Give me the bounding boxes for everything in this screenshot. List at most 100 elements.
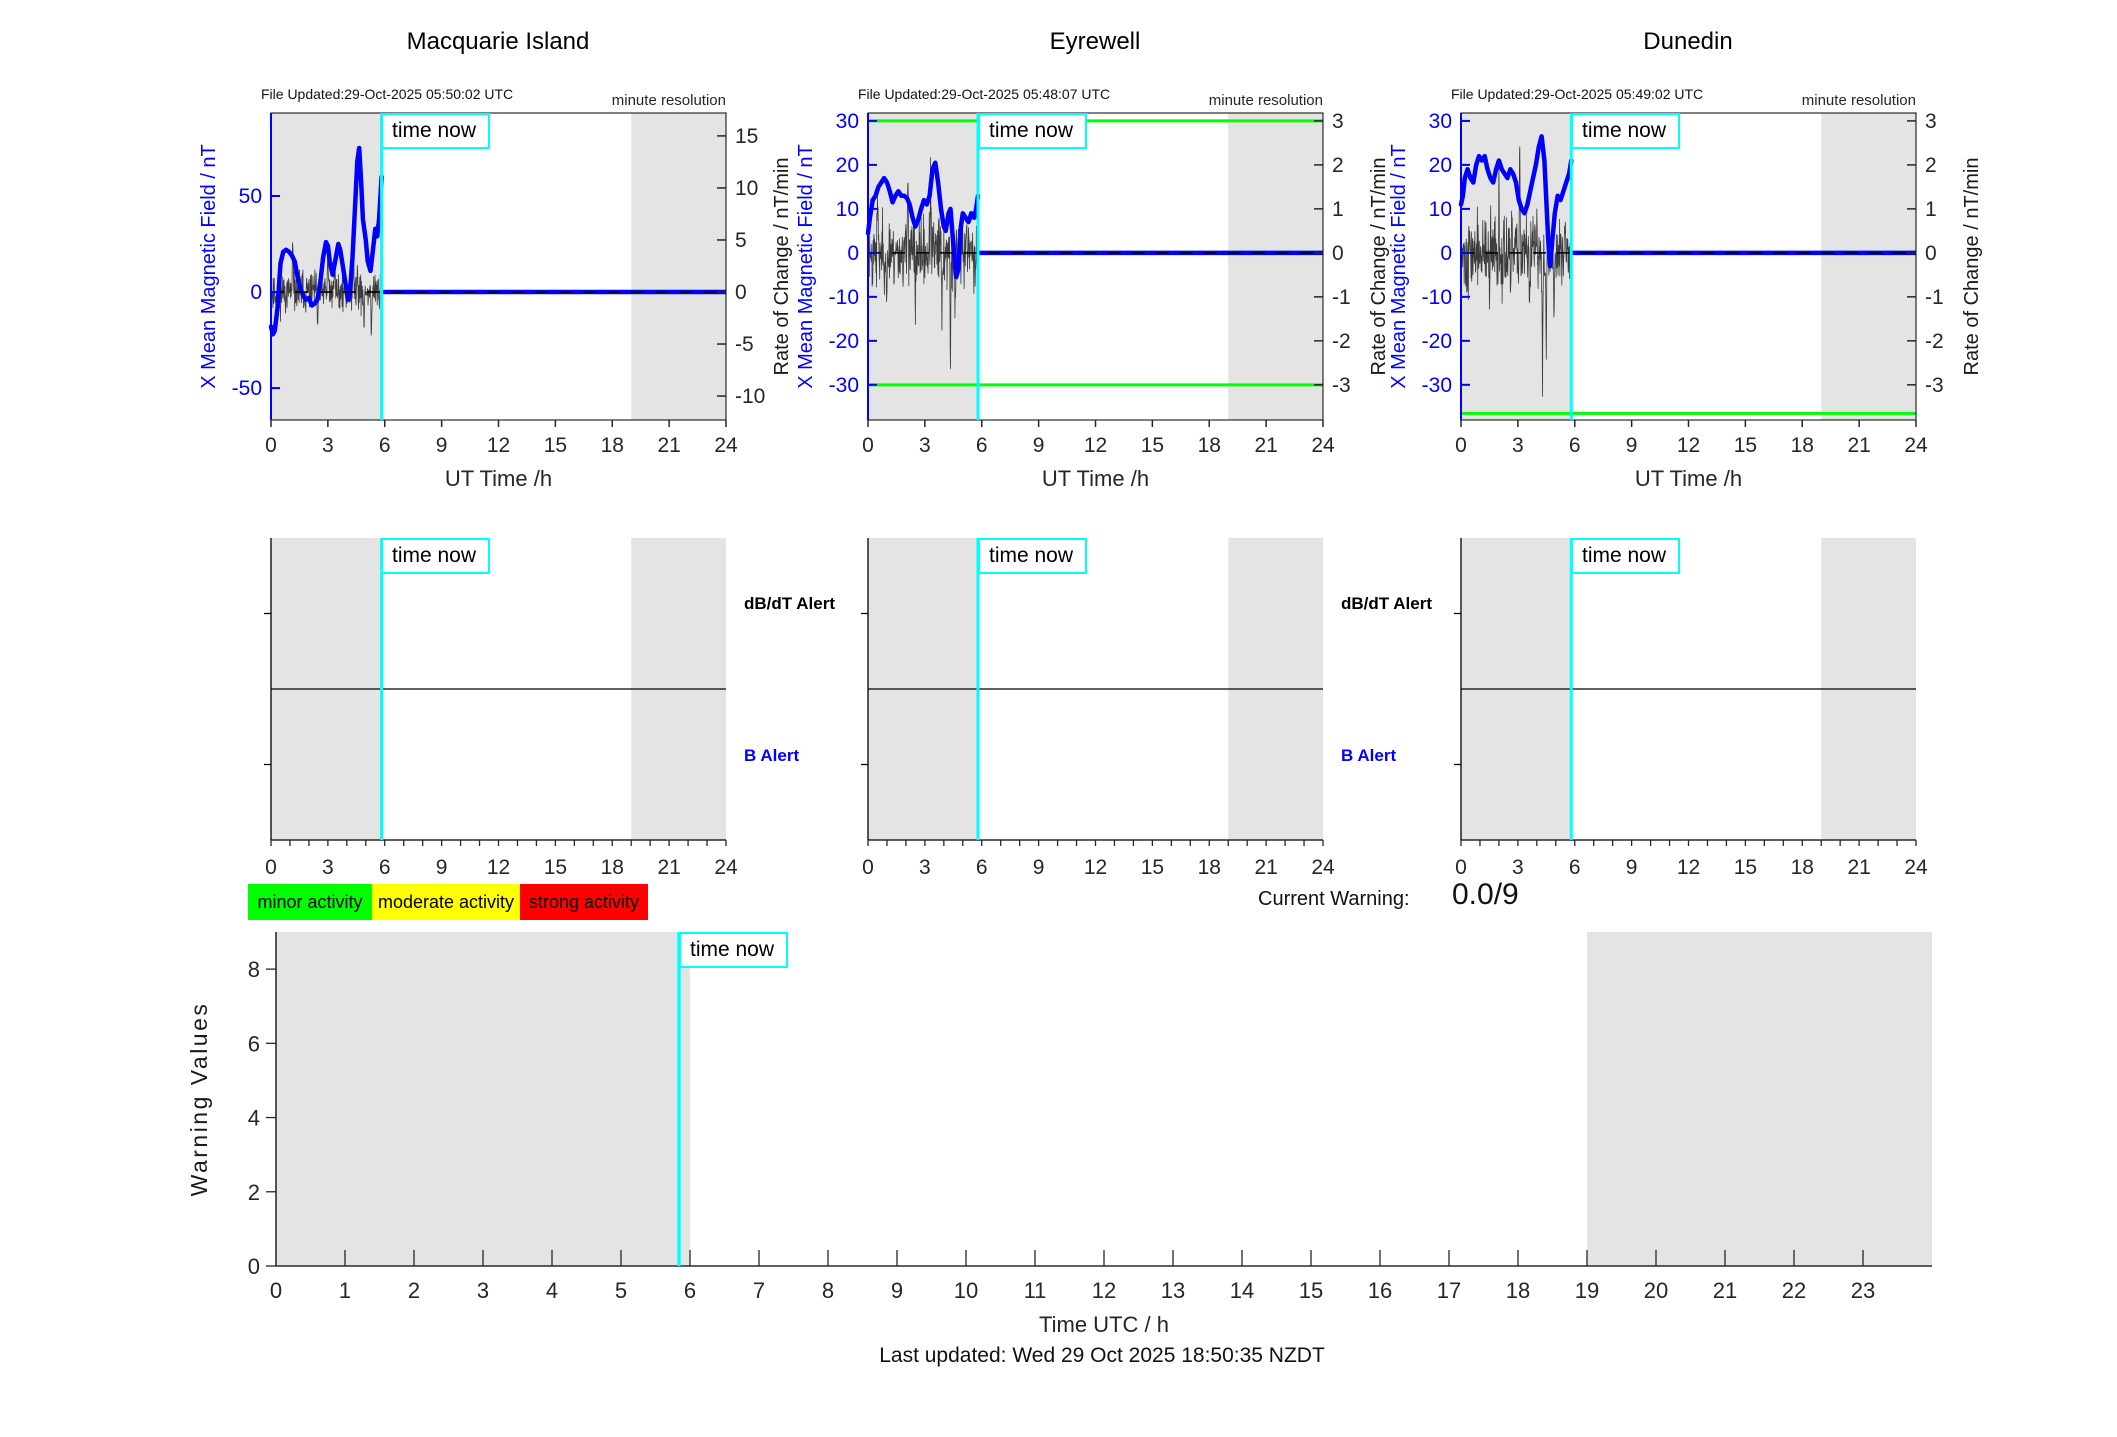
time-now-flag: time now — [381, 538, 491, 574]
svg-text:9: 9 — [436, 434, 448, 457]
svg-text:10: 10 — [735, 177, 758, 200]
svg-text:19: 19 — [1575, 1278, 1599, 1303]
svg-text:20: 20 — [836, 154, 859, 177]
svg-text:6: 6 — [379, 856, 391, 879]
minute-resolution-eyrewell: minute resolution — [1208, 92, 1323, 109]
svg-text:0: 0 — [270, 1278, 282, 1303]
svg-text:3: 3 — [919, 434, 931, 457]
svg-text:Rate of Change / nT/min: Rate of Change / nT/min — [771, 158, 793, 376]
svg-text:30: 30 — [836, 110, 859, 133]
svg-text:24: 24 — [714, 856, 738, 879]
svg-text:0: 0 — [265, 434, 277, 457]
svg-text:3: 3 — [1512, 434, 1524, 457]
svg-text:18: 18 — [601, 434, 624, 457]
time-now-flag: time now — [381, 113, 491, 149]
svg-text:0: 0 — [862, 856, 874, 879]
svg-text:12: 12 — [487, 856, 510, 879]
svg-text:1: 1 — [1925, 198, 1937, 221]
svg-text:24: 24 — [1311, 434, 1335, 457]
svg-text:0: 0 — [1455, 434, 1467, 457]
svg-text:22: 22 — [1782, 1278, 1806, 1303]
svg-text:12: 12 — [1084, 434, 1107, 457]
time-now-flag: time now — [679, 932, 789, 968]
svg-text:-10: -10 — [829, 286, 859, 309]
svg-text:11: 11 — [1024, 1278, 1047, 1303]
file-updated-eyrewell: File Updated:29-Oct-2025 05:48:07 UTC — [858, 86, 1111, 102]
svg-text:UT Time /h: UT Time /h — [1635, 466, 1742, 491]
svg-text:0: 0 — [250, 281, 262, 304]
svg-text:24: 24 — [1311, 856, 1335, 879]
svg-text:16: 16 — [1368, 1278, 1392, 1303]
svg-text:21: 21 — [1254, 434, 1277, 457]
svg-text:24: 24 — [1904, 434, 1928, 457]
svg-text:0: 0 — [1440, 242, 1452, 265]
svg-text:9: 9 — [1626, 856, 1638, 879]
svg-text:X Mean Magnetic Field / nT: X Mean Magnetic Field / nT — [1388, 144, 1410, 389]
svg-text:6: 6 — [684, 1278, 696, 1303]
svg-text:3: 3 — [477, 1278, 489, 1303]
svg-text:12: 12 — [1092, 1278, 1116, 1303]
svg-text:-5: -5 — [735, 333, 754, 356]
svg-text:-3: -3 — [1332, 374, 1351, 397]
time-now-flag: time now — [1571, 113, 1681, 149]
svg-text:6: 6 — [248, 1031, 260, 1056]
legend-minor-activity: minor activity — [248, 884, 372, 920]
time-now-flag: time now — [978, 113, 1088, 149]
svg-text:-10: -10 — [1422, 286, 1452, 309]
page-title-macquarie: Macquarie Island — [406, 28, 590, 55]
page-title-eyrewell: Eyrewell — [1049, 28, 1141, 55]
svg-text:0: 0 — [265, 856, 277, 879]
current-warning-label: Current Warning: — [1258, 888, 1410, 910]
time-now-flag: time now — [978, 538, 1088, 574]
svg-text:12: 12 — [487, 434, 510, 457]
svg-text:18: 18 — [1791, 434, 1814, 457]
svg-text:1: 1 — [1332, 198, 1344, 221]
svg-text:-20: -20 — [1422, 330, 1452, 353]
svg-text:12: 12 — [1677, 434, 1700, 457]
svg-text:15: 15 — [1734, 434, 1757, 457]
svg-text:21: 21 — [1847, 434, 1870, 457]
svg-text:Rate of Change / nT/min: Rate of Change / nT/min — [1961, 158, 1983, 376]
svg-text:10: 10 — [836, 198, 859, 221]
svg-text:Time UTC / h: Time UTC / h — [1039, 1312, 1169, 1337]
time-now-flag: time now — [1571, 538, 1681, 574]
svg-text:2: 2 — [408, 1278, 420, 1303]
svg-text:-30: -30 — [1422, 374, 1452, 397]
svg-text:0: 0 — [1455, 856, 1467, 879]
svg-text:15: 15 — [1734, 856, 1757, 879]
svg-text:15: 15 — [544, 856, 567, 879]
legend-moderate-activity: moderate activity — [372, 884, 520, 920]
svg-text:12: 12 — [1084, 856, 1107, 879]
svg-text:0: 0 — [847, 242, 859, 265]
svg-text:13: 13 — [1161, 1278, 1185, 1303]
svg-text:6: 6 — [976, 434, 988, 457]
svg-text:21: 21 — [1254, 856, 1277, 879]
minute-resolution-dunedin: minute resolution — [1801, 92, 1916, 109]
svg-text:18: 18 — [1198, 434, 1221, 457]
svg-text:9: 9 — [891, 1278, 903, 1303]
svg-text:3: 3 — [322, 434, 334, 457]
legend-strong-activity: strong activity — [520, 884, 648, 920]
svg-text:14: 14 — [1230, 1278, 1254, 1303]
svg-text:6: 6 — [1569, 434, 1581, 457]
svg-text:6: 6 — [1569, 856, 1581, 879]
svg-text:-20: -20 — [829, 330, 859, 353]
svg-text:20: 20 — [1644, 1278, 1668, 1303]
svg-text:3: 3 — [1512, 856, 1524, 879]
svg-text:4: 4 — [546, 1278, 558, 1303]
svg-text:3: 3 — [1925, 110, 1937, 133]
svg-text:2: 2 — [1332, 154, 1344, 177]
file-updated-dunedin: File Updated:29-Oct-2025 05:49:02 UTC — [1451, 86, 1704, 102]
svg-text:21: 21 — [657, 856, 680, 879]
svg-text:12: 12 — [1677, 856, 1700, 879]
svg-text:3: 3 — [919, 856, 931, 879]
last-updated-text: Last updated: Wed 29 Oct 2025 18:50:35 N… — [879, 1344, 1325, 1367]
svg-text:23: 23 — [1851, 1278, 1875, 1303]
svg-text:X Mean Magnetic Field / nT: X Mean Magnetic Field / nT — [198, 144, 220, 389]
svg-text:5: 5 — [615, 1278, 627, 1303]
current-warning-value: 0.0/9 — [1452, 878, 1519, 911]
file-updated-macquarie: File Updated:29-Oct-2025 05:50:02 UTC — [261, 86, 514, 102]
svg-text:2: 2 — [1925, 154, 1937, 177]
svg-text:15: 15 — [735, 125, 758, 148]
